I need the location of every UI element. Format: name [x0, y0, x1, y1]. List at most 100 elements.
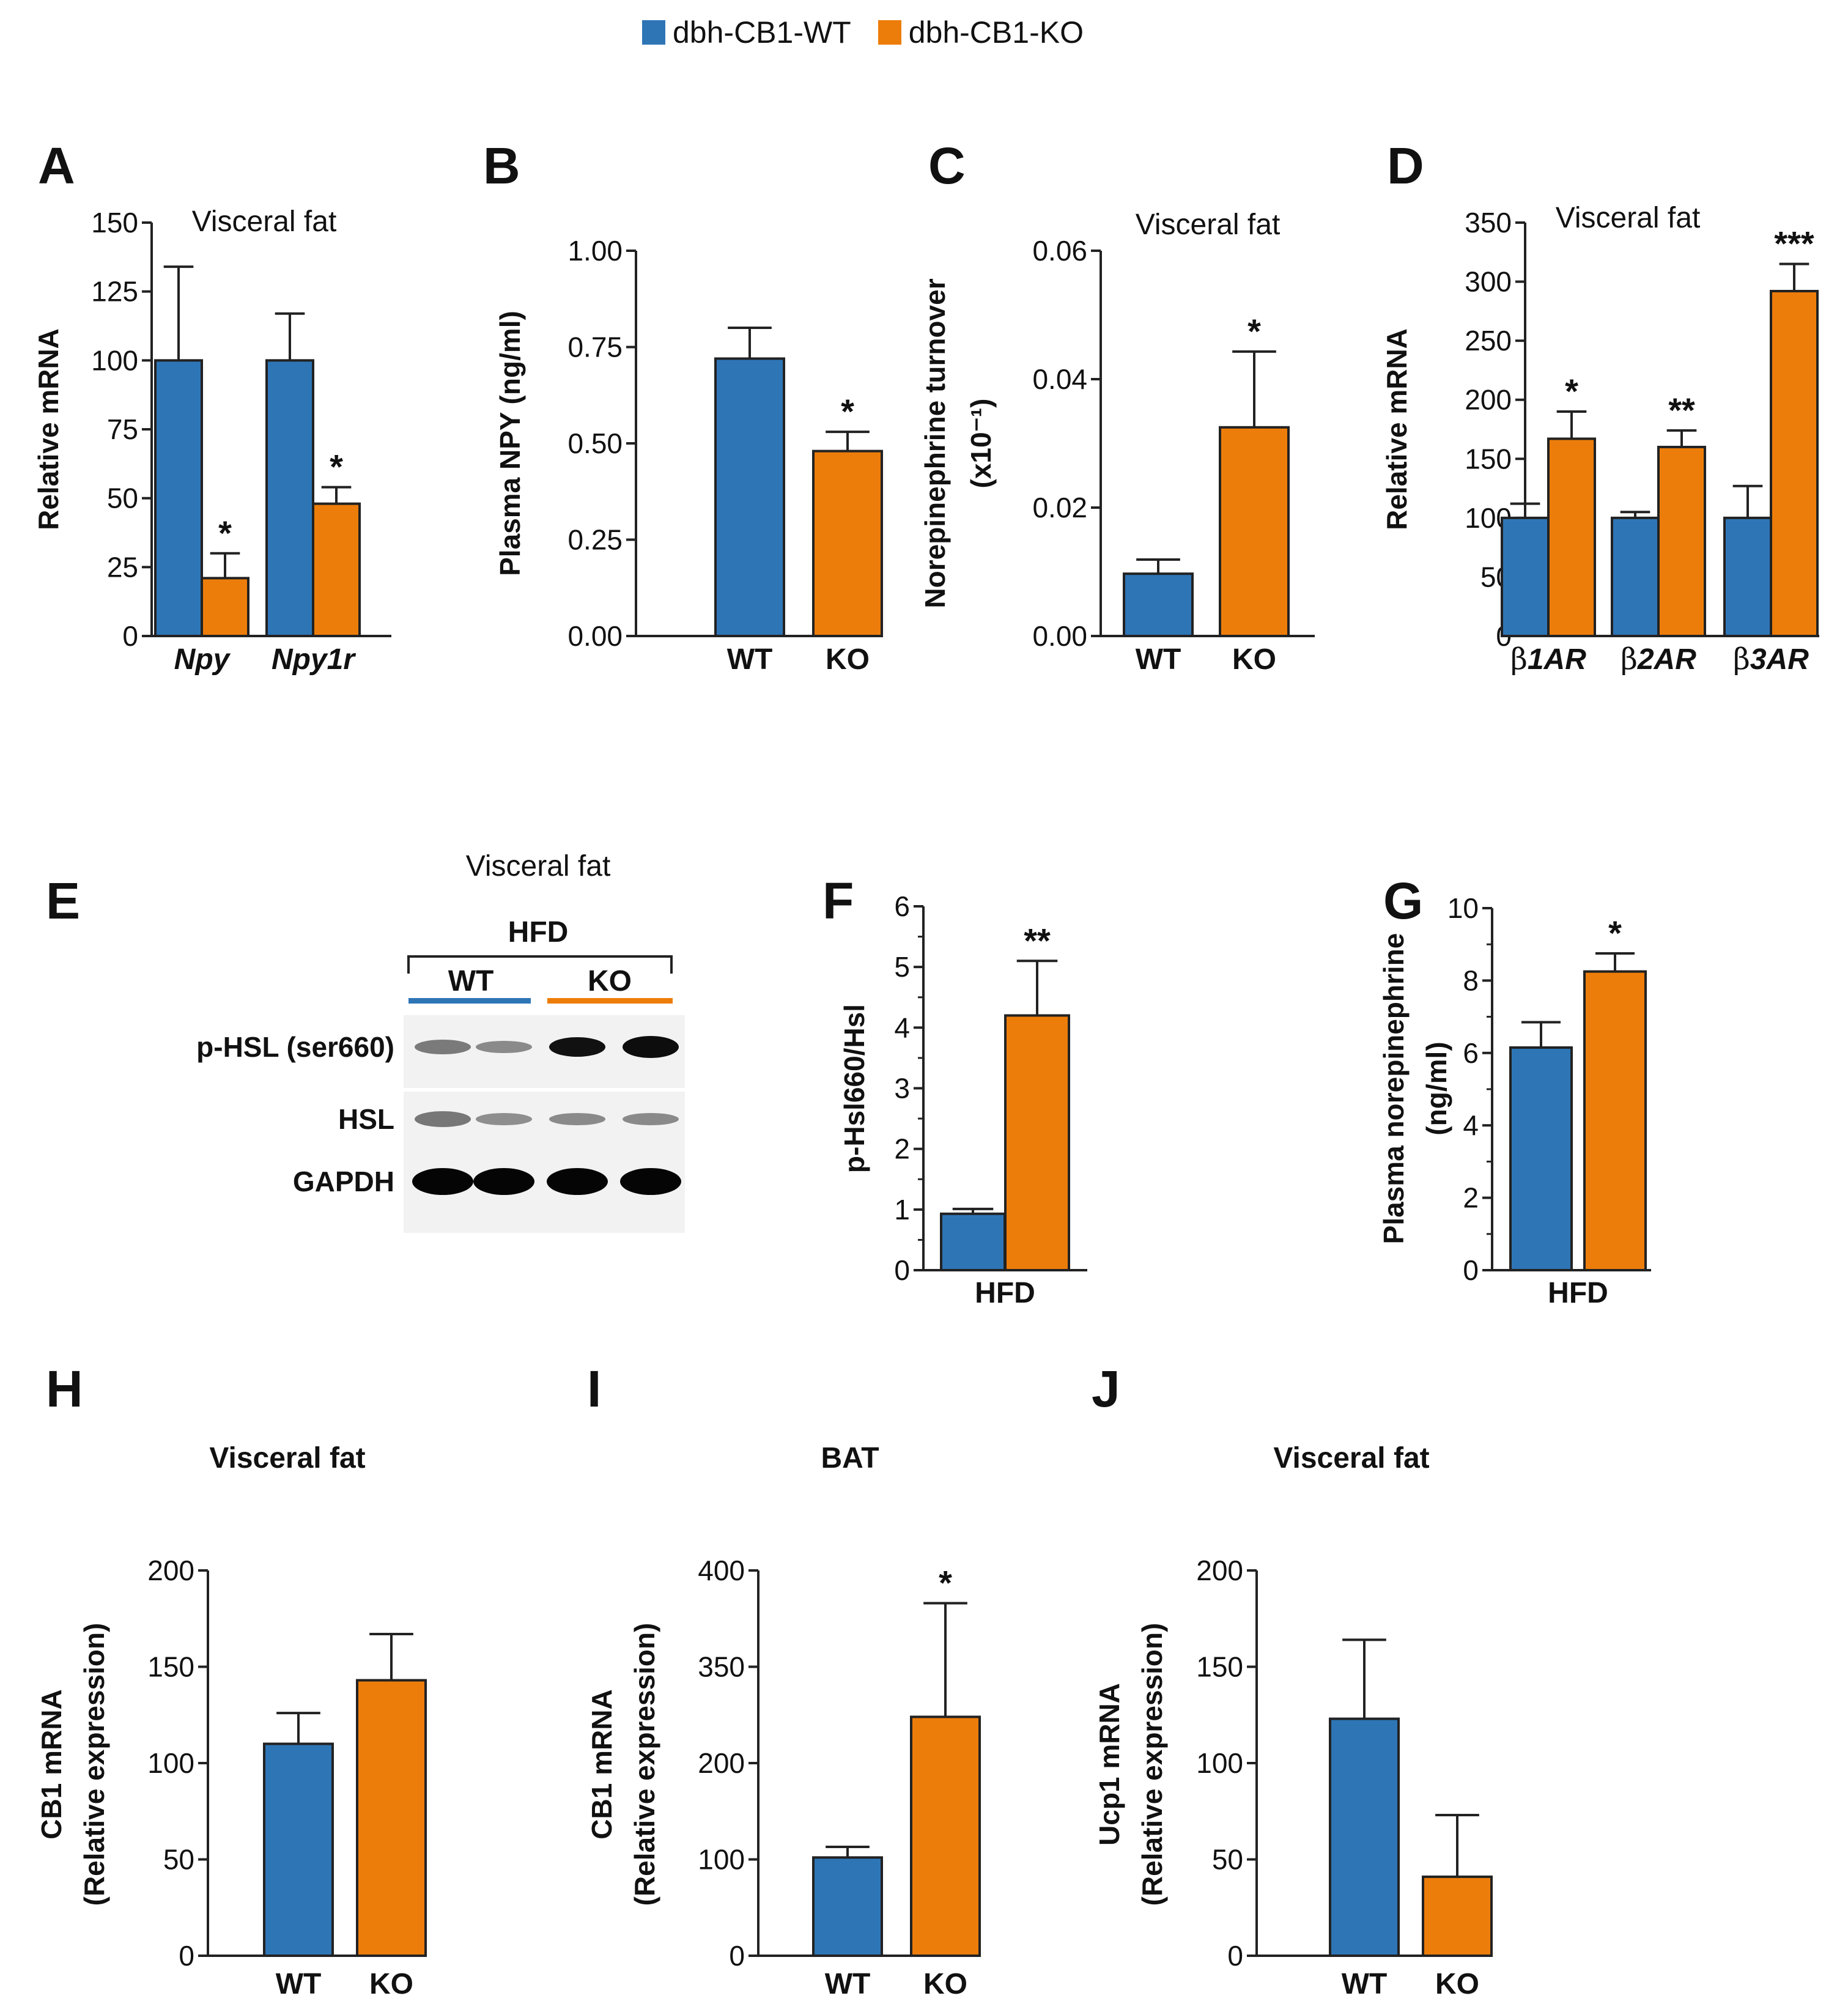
y-tick-label: 50 [1212, 1844, 1243, 1876]
bar [812, 449, 883, 637]
y-tick-label: 10 [1447, 892, 1479, 924]
legend-label-ko: dbh-CB1-KO [908, 15, 1084, 50]
blot-band [476, 1041, 532, 1053]
panel-subtitle: Visceral fat [1136, 209, 1281, 241]
y-tick-label: 50 [163, 1844, 194, 1876]
panel-f: F 0 1 2 3 4 5 6 p-Hsl660/Hsl ** HFD [822, 872, 1087, 1309]
bar [1219, 426, 1290, 637]
x-tick-label: WT [825, 1968, 871, 2000]
panel-letter-c: C [928, 137, 966, 194]
panel-letter-a: A [38, 137, 75, 194]
y-tick-label: 0 [179, 1940, 194, 1972]
y-tick-label: 150 [147, 1651, 194, 1683]
blot-band [549, 1113, 605, 1125]
x-tick-label: WT [1136, 643, 1181, 676]
x-tick-label: WT [1342, 1968, 1388, 2000]
y-tick-label: 1 [894, 1194, 910, 1226]
blot-band [547, 1168, 608, 1195]
bar [1123, 572, 1194, 638]
y-tick-label: 125 [91, 276, 138, 308]
x-tick-label: KO [923, 1968, 967, 2000]
y-tick-label: 100 [698, 1844, 745, 1876]
blot-band [623, 1113, 679, 1125]
panel-subtitle: Visceral fat [192, 205, 337, 238]
bar [1657, 445, 1706, 637]
panel-title: BAT [821, 1442, 879, 1474]
y-axis-label-2: (Relative expression) [78, 1623, 110, 1906]
y-tick-label: 0.06 [1032, 235, 1087, 267]
panel-letter-f: F [822, 872, 854, 930]
y-tick-label: 0 [1227, 1940, 1243, 1972]
y-axis-label: CB1 mRNA [586, 1689, 618, 1839]
x-tick-label: HFD [1548, 1277, 1608, 1309]
bar [812, 1856, 883, 1958]
y-tick-label: 150 [91, 207, 138, 239]
bar [1329, 1717, 1400, 1958]
y-tick-label: 350 [698, 1651, 745, 1683]
blot-band [415, 1040, 471, 1054]
bar [154, 359, 203, 637]
bar [1770, 290, 1819, 638]
y-tick-label: 100 [147, 1747, 194, 1779]
x-tick-label: β2AR [1621, 642, 1696, 676]
panel-letter-b: B [483, 137, 520, 194]
bar [1583, 970, 1647, 1271]
panel-title: Visceral fat [209, 1442, 365, 1474]
y-tick-label: 0.00 [1032, 620, 1087, 652]
y-tick-label: 100 [91, 344, 138, 376]
bar [940, 1212, 1006, 1272]
y-tick-label: 150 [1196, 1651, 1243, 1683]
y-tick-label: 200 [698, 1747, 745, 1779]
y-tick-label: 0 [122, 620, 138, 652]
blot-ko-label: KO [588, 965, 632, 997]
y-axis-label-2: (Relative expression) [629, 1623, 660, 1906]
x-tick-label: KO [1435, 1968, 1479, 2000]
x-tick-label: β3AR [1733, 642, 1809, 676]
y-tick-label: 2 [894, 1133, 910, 1165]
y-tick-label: 1.00 [567, 235, 623, 267]
bar [1422, 1875, 1493, 1958]
x-tick-label: HFD [975, 1277, 1035, 1309]
y-axis-label: p-Hsl660/Hsl [838, 1004, 870, 1173]
x-tick-label: Npy1r [272, 643, 356, 676]
blot-band [549, 1037, 605, 1057]
y-tick-label: 5 [894, 951, 910, 983]
bar [263, 1742, 334, 1957]
y-axis-label: Plasma norepinephrine [1378, 933, 1410, 1245]
y-axis-label-2: (Relative expression) [1136, 1623, 1168, 1906]
x-tick-label: KO [369, 1968, 413, 2000]
y-tick-label: 6 [894, 890, 910, 922]
blot-band [473, 1168, 534, 1195]
y-tick-label: 4 [1463, 1109, 1479, 1141]
y-axis-label-2: (x10⁻¹) [965, 399, 997, 489]
blot-ko-bar [547, 998, 673, 1004]
significance-marker: *** [1774, 224, 1814, 263]
y-tick-label: 0.25 [567, 524, 623, 556]
panel-title: Visceral fat [1273, 1442, 1429, 1474]
legend-item-wt: dbh-CB1-WT [642, 15, 851, 50]
y-axis-label: Relative mRNA [32, 328, 64, 530]
blot-title: Visceral fat [466, 850, 611, 882]
bar [312, 502, 361, 637]
blot-band [476, 1113, 532, 1125]
panel-e: E Visceral fat HFD WT KO p-HSL (ser660) HSL GAP… [46, 850, 685, 1233]
legend-label-wt: dbh-CB1-WT [673, 15, 851, 50]
panel-j: J Visceral fat 0 50 100 150 200 Ucp1 mRNA (Relat… [1092, 1360, 1493, 2000]
blot-band [415, 1111, 471, 1127]
legend-item-ko: dbh-CB1-KO [878, 15, 1084, 50]
y-tick-label: 6 [1463, 1037, 1479, 1069]
y-tick-label: 0.02 [1032, 492, 1087, 523]
panel-letter-e: E [46, 872, 80, 930]
bar [1509, 1046, 1573, 1272]
y-tick-label: 4 [894, 1012, 910, 1043]
blot-wt-label: WT [448, 965, 494, 997]
y-tick-label: 200 [1465, 384, 1512, 416]
y-tick-label: 150 [1465, 443, 1512, 475]
blot-label-gapdh: GAPDH [293, 1166, 394, 1197]
bar [910, 1715, 981, 1957]
y-tick-label: 0.50 [567, 427, 623, 459]
x-tick-label: Npy [174, 643, 231, 676]
y-tick-label: 200 [147, 1555, 194, 1586]
blot-wt-bar [408, 998, 531, 1004]
